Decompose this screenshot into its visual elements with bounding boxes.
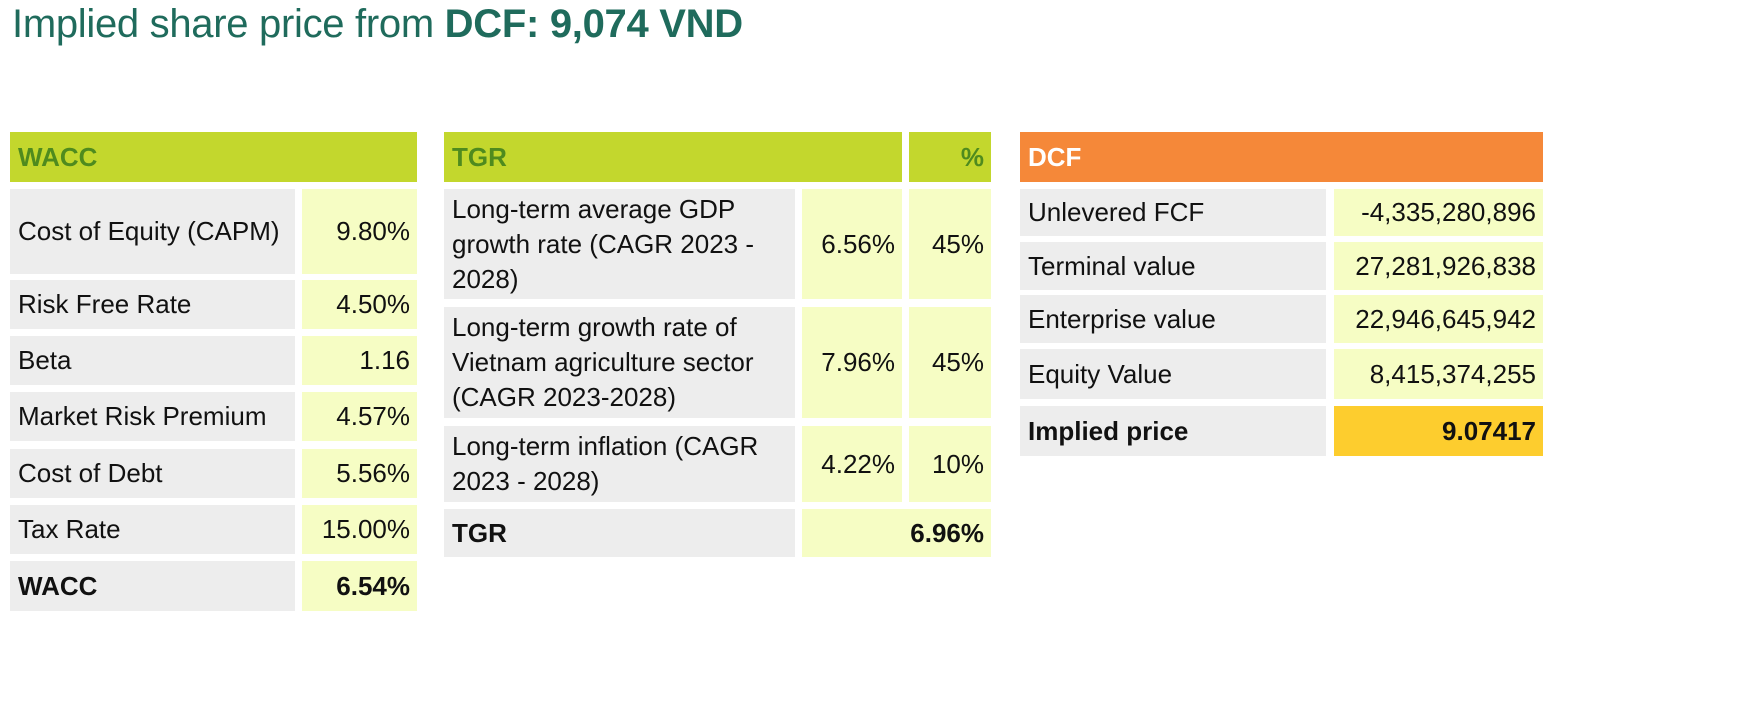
row-weight: 45% (909, 189, 991, 299)
row-label: Beta (10, 336, 295, 385)
row-label: Market Risk Premium (10, 392, 295, 441)
table-row: Market Risk Premium 4.57% (10, 392, 417, 441)
row-label: Long-term growth rate of Vietnam agricul… (444, 307, 795, 418)
row-value: 5.56% (302, 449, 417, 498)
table-row: Cost of Equity (CAPM) 9.80% (10, 189, 417, 274)
row-label: Enterprise value (1020, 295, 1326, 343)
title-emphasis: DCF: 9,074 VND (444, 2, 743, 46)
row-label: Cost of Equity (CAPM) (10, 189, 295, 274)
table-row: Terminal value 27,281,926,838 (1020, 242, 1543, 290)
tgr-header-row: TGR % (444, 132, 991, 182)
row-label: Terminal value (1020, 242, 1326, 290)
row-value: 6.56% (802, 189, 902, 299)
tgr-total-row: TGR 6.96% (444, 509, 991, 557)
dcf-header: DCF (1020, 132, 1543, 182)
row-value: 4.57% (302, 392, 417, 441)
row-value: 27,281,926,838 (1334, 242, 1543, 290)
table-row: Long-term average GDP growth rate (CAGR … (444, 189, 991, 299)
table-row: Beta 1.16 (10, 336, 417, 385)
row-label: Risk Free Rate (10, 280, 295, 329)
table-row: Equity Value 8,415,374,255 (1020, 349, 1543, 399)
tgr-table: TGR % Long-term average GDP growth rate … (444, 132, 991, 557)
row-value: 4.22% (802, 426, 902, 502)
title-prefix: Implied share price from (12, 2, 445, 46)
page-title: Implied share price from DCF: 9,074 VND (12, 2, 743, 47)
row-weight: 45% (909, 307, 991, 418)
row-value: 7.96% (802, 307, 902, 418)
row-value: 9.80% (302, 189, 417, 274)
wacc-table: WACC Cost of Equity (CAPM) 9.80% Risk Fr… (10, 132, 417, 612)
row-weight: 10% (909, 426, 991, 502)
total-value: 6.54% (302, 561, 417, 611)
row-value: 15.00% (302, 505, 417, 554)
weight-header: % (909, 132, 991, 182)
dcf-header-row: DCF (1020, 132, 1543, 182)
total-value: 6.96% (802, 509, 991, 557)
table-row: Long-term growth rate of Vietnam agricul… (444, 307, 991, 418)
table-row: Enterprise value 22,946,645,942 (1020, 295, 1543, 343)
wacc-header-row: WACC (10, 132, 417, 182)
row-value: 8,415,374,255 (1334, 349, 1543, 399)
table-row: Risk Free Rate 4.50% (10, 280, 417, 329)
row-value: -4,335,280,896 (1334, 189, 1543, 236)
row-value: 4.50% (302, 280, 417, 329)
wacc-header: WACC (10, 132, 417, 182)
row-label: Long-term inflation (CAGR 2023 - 2028) (444, 426, 795, 502)
total-label: Implied price (1020, 406, 1326, 456)
total-label: TGR (444, 509, 795, 557)
row-label: Unlevered FCF (1020, 189, 1326, 236)
table-row: Tax Rate 15.00% (10, 505, 417, 554)
table-row: Unlevered FCF -4,335,280,896 (1020, 189, 1543, 236)
row-label: Equity Value (1020, 349, 1326, 399)
row-label: Long-term average GDP growth rate (CAGR … (444, 189, 795, 299)
wacc-total-row: WACC 6.54% (10, 561, 417, 611)
dcf-table: DCF Unlevered FCF -4,335,280,896 Termina… (1020, 132, 1543, 456)
row-value: 22,946,645,942 (1334, 295, 1543, 343)
tgr-header: TGR (444, 132, 902, 182)
implied-price-row: Implied price 9.07417 (1020, 406, 1543, 456)
total-label: WACC (10, 561, 295, 611)
table-row: Long-term inflation (CAGR 2023 - 2028) 4… (444, 426, 991, 502)
row-label: Cost of Debt (10, 449, 295, 498)
implied-price-value: 9.07417 (1334, 406, 1543, 456)
row-value: 1.16 (302, 336, 417, 385)
table-row: Cost of Debt 5.56% (10, 449, 417, 498)
row-label: Tax Rate (10, 505, 295, 554)
